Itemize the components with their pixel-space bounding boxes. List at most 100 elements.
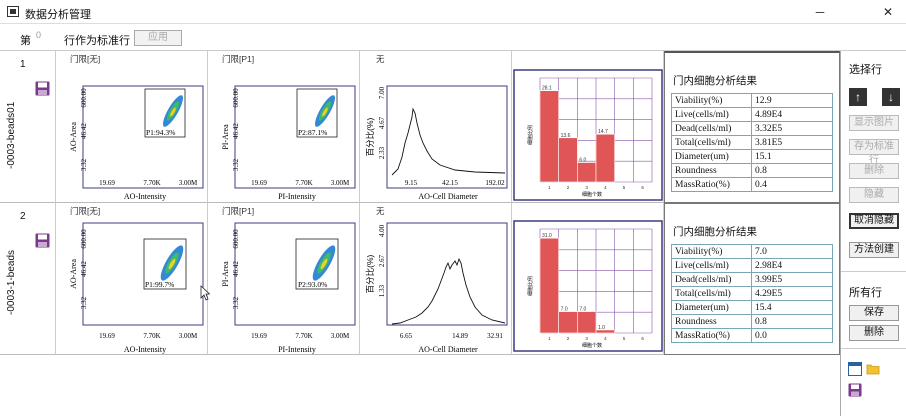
gate-region[interactable] — [295, 238, 339, 290]
result-key: Diameter(um) — [671, 149, 752, 164]
scatter-plot-pi[interactable]: 门限[P1] PI-Area 600.00 46.42 3.32 19.69 7… — [208, 203, 360, 355]
result-key: Live(cells/ml) — [671, 258, 752, 273]
x-axis-label: 细胞个数 — [582, 342, 602, 349]
save-icon[interactable] — [35, 81, 50, 96]
bar-value-label: 6.0 — [579, 158, 586, 164]
y-tick: 2.67 — [378, 254, 386, 267]
scatter-plot-ao[interactable]: 门限[无] AO-Area 600.00 46.42 3.32 19.69 7.… — [56, 203, 208, 355]
bar — [558, 137, 578, 183]
delete-row-button[interactable]: 删除 — [849, 163, 899, 179]
hide-row-button[interactable]: 隐藏 — [849, 187, 899, 203]
x-tick: 3.00M — [179, 332, 198, 340]
scatter-plot-ao[interactable]: 门限[无] AO-Area 600.00 46.42 3.32 19.69 7.… — [56, 51, 208, 203]
result-value: 0.8 — [751, 314, 833, 329]
x-tick: 6 — [641, 185, 644, 190]
toolbar: 第 0 行作为标准行 应用 — [0, 25, 906, 51]
row-header[interactable]: 2 -0003-1-beads — [0, 203, 56, 355]
x-tick: 19.69 — [99, 332, 115, 340]
cell-count-bar-chart[interactable]: 细胞比例 细胞个数 31.0 7.0 7.0 1.0 1 2 3 4 5 6 — [512, 203, 664, 355]
x-tick: 3.00M — [179, 179, 198, 187]
region-label: P2:87.1% — [298, 128, 327, 137]
x-tick: 192.02 — [485, 179, 505, 187]
diameter-histogram[interactable]: 无 百分比(%) 4.00 2.67 1.33 6.65 14.89 32.91… — [360, 203, 512, 355]
x-tick: 3.00M — [331, 332, 350, 340]
result-row: Total(cells/ml) 3.81E5 — [671, 135, 833, 150]
unhide-button[interactable]: 取消隐藏 — [849, 213, 899, 229]
gate-region[interactable] — [143, 238, 187, 290]
bar-value-label: 7.0 — [579, 307, 586, 313]
save-icon[interactable] — [35, 233, 50, 248]
result-value: 0.0 — [751, 328, 833, 343]
cell-cluster-peak — [320, 258, 328, 270]
x-tick: 19.69 — [251, 179, 267, 187]
gate-label: 门限[P1] — [222, 206, 254, 216]
x-tick: 2 — [567, 336, 570, 341]
gate-region[interactable] — [144, 88, 186, 138]
sample-name: -0003-1-beads — [6, 249, 17, 315]
table-row[interactable]: 1 -0003-beads01 门限[无] AO-Area 600.00 46.… — [0, 51, 840, 203]
standard-row-label: 行作为标准行 — [64, 35, 130, 47]
move-up-button[interactable]: ↑ — [849, 88, 867, 106]
close-button[interactable]: ✕ — [882, 5, 894, 19]
y-tick: 7.00 — [378, 86, 386, 99]
x-tick: 7.70K — [295, 179, 312, 187]
delete-all-button[interactable]: 删除 — [849, 325, 899, 341]
x-axis-label: AO-Intensity — [124, 192, 166, 201]
x-axis-label: PI-Intensity — [278, 192, 316, 201]
result-key: Diameter(um) — [671, 300, 752, 315]
folder-icon[interactable] — [866, 362, 880, 376]
show-image-button[interactable]: 显示图片 — [849, 115, 899, 131]
x-tick: 3 — [585, 185, 588, 190]
save-all-button[interactable]: 保存 — [849, 305, 899, 321]
x-tick: 3.00M — [331, 179, 350, 187]
scatter-plot-pi[interactable]: 门限[P1] PI-Area 600.00 46.42 3.32 19.69 7… — [208, 51, 360, 203]
diameter-histogram[interactable]: 无 百分比(%) 7.00 4.67 2.33 9.15 42.15 192.0… — [360, 51, 512, 203]
move-down-button[interactable]: ↓ — [882, 88, 900, 106]
x-tick: 9.15 — [405, 179, 418, 187]
region-label: P1:99.7% — [145, 280, 174, 289]
x-tick: 1 — [548, 185, 551, 190]
result-key: Dead(cells/ml) — [671, 121, 752, 136]
bar — [539, 90, 559, 183]
result-key: Total(cells/ml) — [671, 135, 752, 150]
bar-value-label: 28.1 — [542, 86, 552, 92]
cell-count-bar-chart[interactable]: 细胞比例 细胞个数 28.1 13.6 6.0 14.7 1 2 3 4 5 6 — [512, 51, 664, 203]
x-tick: 6.65 — [400, 332, 413, 340]
row-header[interactable]: 1 -0003-beads01 — [0, 51, 56, 203]
plot-area — [82, 85, 204, 189]
set-standard-button[interactable]: 存为标准行 — [849, 139, 899, 166]
create-method-button[interactable]: 方法创建 — [849, 242, 899, 258]
result-value: 15.1 — [751, 149, 833, 164]
y-tick: 600.00 — [232, 88, 240, 108]
x-tick: 1 — [548, 336, 551, 341]
gate-label: 无 — [376, 54, 385, 64]
window-icon[interactable] — [848, 362, 862, 376]
y-tick: 600.00 — [80, 88, 88, 108]
bar — [595, 329, 615, 334]
table-row[interactable]: 2 -0003-1-beads 门限[无] AO-Area 600.00 46.… — [0, 203, 840, 355]
result-row: Dead(cells/ml) 3.99E5 — [671, 272, 833, 287]
result-key: Roundness — [671, 163, 752, 178]
result-value: 4.89E4 — [751, 107, 833, 122]
save-file-icon[interactable] — [848, 383, 862, 397]
cell-cluster-peak — [170, 107, 176, 117]
y-axis-label: 百分比(%) — [365, 117, 375, 156]
standard-row-number[interactable]: 0 — [36, 30, 42, 40]
x-axis-label: 细胞个数 — [582, 191, 602, 198]
mouse-cursor-icon — [200, 285, 210, 301]
result-row: Dead(cells/ml) 3.32E5 — [671, 121, 833, 136]
gate-region[interactable] — [296, 88, 338, 138]
x-tick: 42.15 — [442, 179, 458, 187]
result-key: MassRatio(%) — [671, 177, 752, 192]
bar-value-label: 14.7 — [598, 129, 608, 135]
bar — [539, 237, 559, 334]
x-tick: 19.69 — [251, 332, 267, 340]
divider — [841, 348, 906, 349]
bar-value-label: 13.6 — [561, 133, 571, 139]
app-icon — [7, 6, 19, 17]
minimize-button[interactable]: ─ — [815, 5, 825, 19]
analysis-grid: 1 -0003-beads01 门限[无] AO-Area 600.00 46.… — [0, 51, 840, 416]
x-axis-label: AO-Cell Diameter — [418, 192, 478, 201]
y-axis-label: 百分比(%) — [365, 254, 375, 293]
apply-button[interactable]: 应用 — [134, 30, 182, 46]
